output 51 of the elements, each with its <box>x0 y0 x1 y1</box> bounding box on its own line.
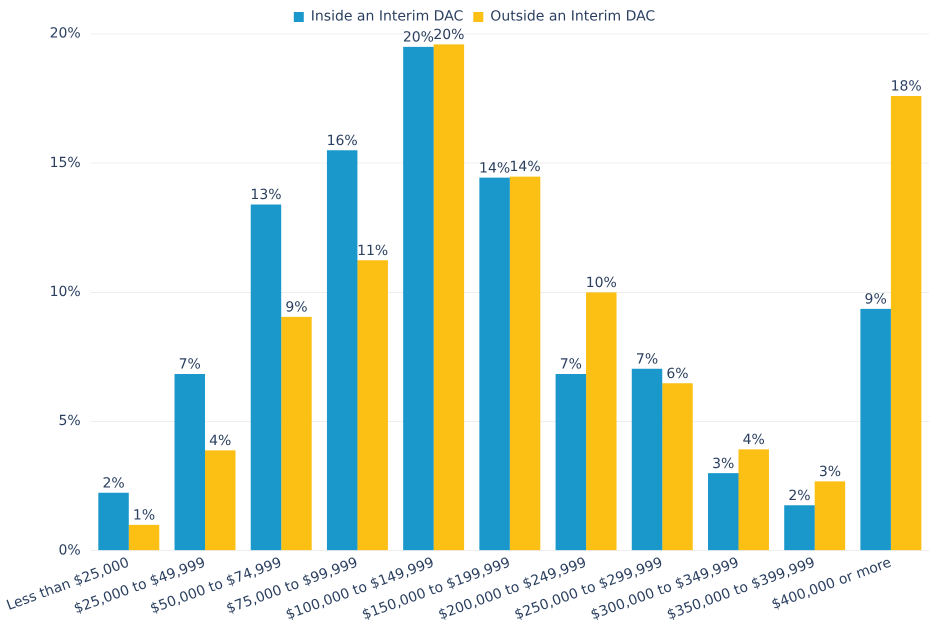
bar <box>738 449 769 550</box>
legend-label: Outside an Interim DAC <box>490 8 656 25</box>
bar <box>632 368 662 550</box>
y-tick-label: 15% <box>50 154 81 171</box>
bar <box>586 292 617 550</box>
bar <box>434 44 464 550</box>
data-label: 6% <box>666 366 689 382</box>
data-label: 10% <box>586 274 617 291</box>
bar <box>174 374 206 550</box>
bar <box>814 481 846 550</box>
y-tick-label: 20% <box>50 26 81 42</box>
data-label: 20% <box>433 26 464 43</box>
bar <box>860 308 891 550</box>
data-label: 9% <box>285 300 308 316</box>
bar <box>250 204 282 550</box>
bar <box>890 96 922 550</box>
bar <box>708 473 738 550</box>
bar <box>281 316 312 550</box>
data-label: 4% <box>209 433 232 450</box>
data-label: 7% <box>178 356 201 373</box>
data-label: 14% <box>510 159 541 176</box>
data-label: 1% <box>132 507 156 524</box>
bar <box>784 505 815 550</box>
data-label: 3% <box>712 456 734 472</box>
bar <box>357 260 388 550</box>
data-label: 7% <box>636 351 658 368</box>
y-tick-label: 0% <box>58 542 81 558</box>
bar <box>98 492 129 550</box>
data-label: 9% <box>864 292 887 308</box>
data-label: 14% <box>479 160 510 176</box>
bar <box>403 46 434 550</box>
data-label: 4% <box>742 432 765 448</box>
y-tick-label: 10% <box>50 284 81 300</box>
y-tick-label: 5% <box>58 413 81 430</box>
bar <box>205 450 236 550</box>
data-label: 16% <box>326 132 358 149</box>
data-label: 13% <box>250 187 282 204</box>
bar <box>662 383 693 550</box>
bar <box>479 178 510 550</box>
bar <box>326 150 358 550</box>
bar <box>128 524 160 550</box>
bar <box>510 176 540 550</box>
legend-label: Inside an Interim DAC <box>310 8 464 25</box>
data-label: 2% <box>102 475 125 492</box>
data-label: 20% <box>402 30 434 46</box>
data-label: 18% <box>890 78 922 95</box>
data-label: 2% <box>788 488 811 504</box>
bar <box>556 374 586 550</box>
data-label: 7% <box>560 356 582 373</box>
data-label: 11% <box>357 242 388 259</box>
data-label: 3% <box>818 464 842 480</box>
